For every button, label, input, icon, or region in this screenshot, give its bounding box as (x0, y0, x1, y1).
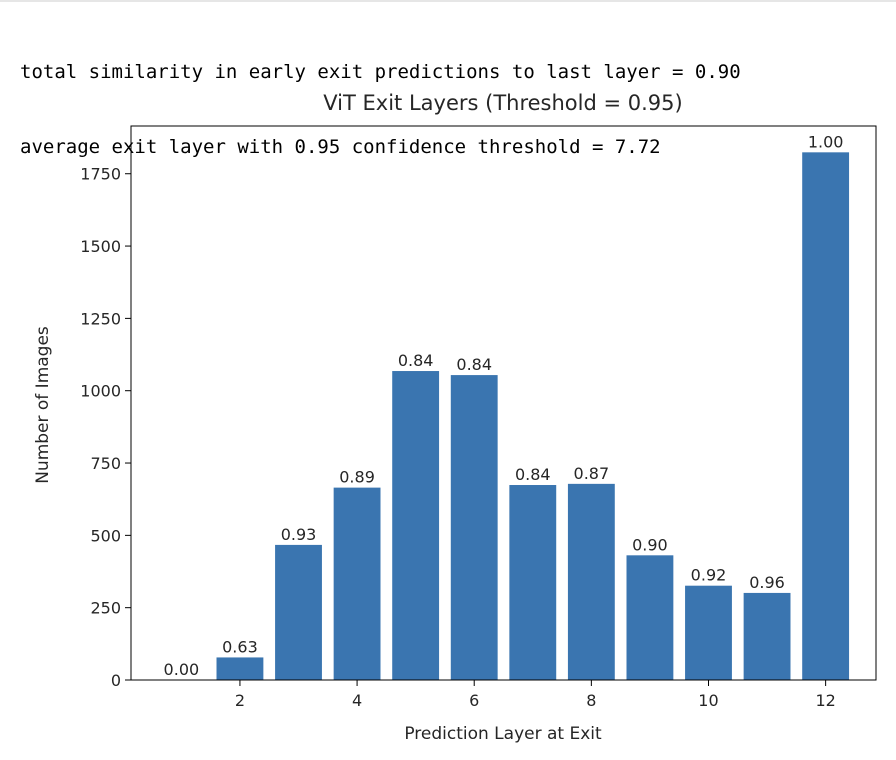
x-tick-label: 8 (586, 691, 596, 710)
bar-value-label: 0.90 (632, 535, 668, 554)
y-tick-label: 250 (90, 599, 121, 618)
bar-value-label: 0.92 (691, 566, 727, 585)
data-labels-group: 0.00 0.63 0.93 0.89 0.84 0.84 0.84 0.87 0.90 0.92… (164, 132, 844, 679)
bar-value-label: 0.00 (164, 660, 200, 679)
x-tick-label: 10 (698, 691, 718, 710)
y-axis-label: Number of Images (33, 326, 53, 484)
bar-layer-7 (509, 485, 557, 680)
y-tick-label: 1500 (80, 237, 121, 256)
y-tick-label: 750 (90, 454, 121, 473)
bar-layer-5 (392, 371, 440, 680)
bars-group (216, 152, 850, 680)
bar-layer-11 (743, 592, 791, 680)
bar-layer-8 (567, 483, 615, 680)
bar-value-label: 0.89 (339, 468, 375, 487)
bar-layer-3 (275, 544, 322, 680)
bar-layer-12 (802, 152, 850, 680)
bar-layer-10 (685, 585, 732, 680)
bar-value-label: 1.00 (808, 132, 844, 151)
x-tick-label: 6 (469, 691, 479, 710)
y-tick-label: 1250 (80, 309, 121, 328)
bar-layer-2 (216, 657, 264, 680)
chart-title: ViT Exit Layers (Threshold = 0.95) (323, 91, 682, 115)
bar-value-label: 0.84 (398, 351, 434, 370)
ticks-group: 2 4 6 8 10 12 0 250 500 750 1000 1250 1500 1750 (80, 165, 836, 710)
console-line-similarity: total similarity in early exit predictio… (20, 61, 741, 83)
y-tick-label: 500 (90, 526, 121, 545)
y-tick-label: 0 (111, 671, 121, 690)
bar-value-label: 0.84 (515, 465, 551, 484)
bar-value-label: 0.93 (281, 525, 317, 544)
x-tick-label: 4 (352, 691, 362, 710)
y-tick-label: 1750 (80, 165, 121, 184)
plot-frame (130, 125, 877, 681)
bar-layer-6 (450, 375, 498, 680)
console-output: total similarity in early exit predictio… (20, 10, 741, 185)
top-divider (0, 0, 896, 2)
bar-value-label: 0.87 (574, 464, 610, 483)
bar-value-label: 0.84 (456, 355, 492, 374)
x-tick-label: 2 (235, 691, 245, 710)
bar-value-label: 0.63 (222, 637, 258, 656)
x-tick-label: 12 (815, 691, 835, 710)
x-axis-label: Prediction Layer at Exit (404, 724, 602, 744)
y-tick-label: 1000 (80, 382, 121, 401)
bar-value-label: 0.96 (749, 573, 785, 592)
bar-layer-4 (333, 487, 381, 680)
console-line-exit-layer: average exit layer with 0.95 confidence … (20, 136, 661, 158)
bar-layer-9 (626, 555, 674, 680)
